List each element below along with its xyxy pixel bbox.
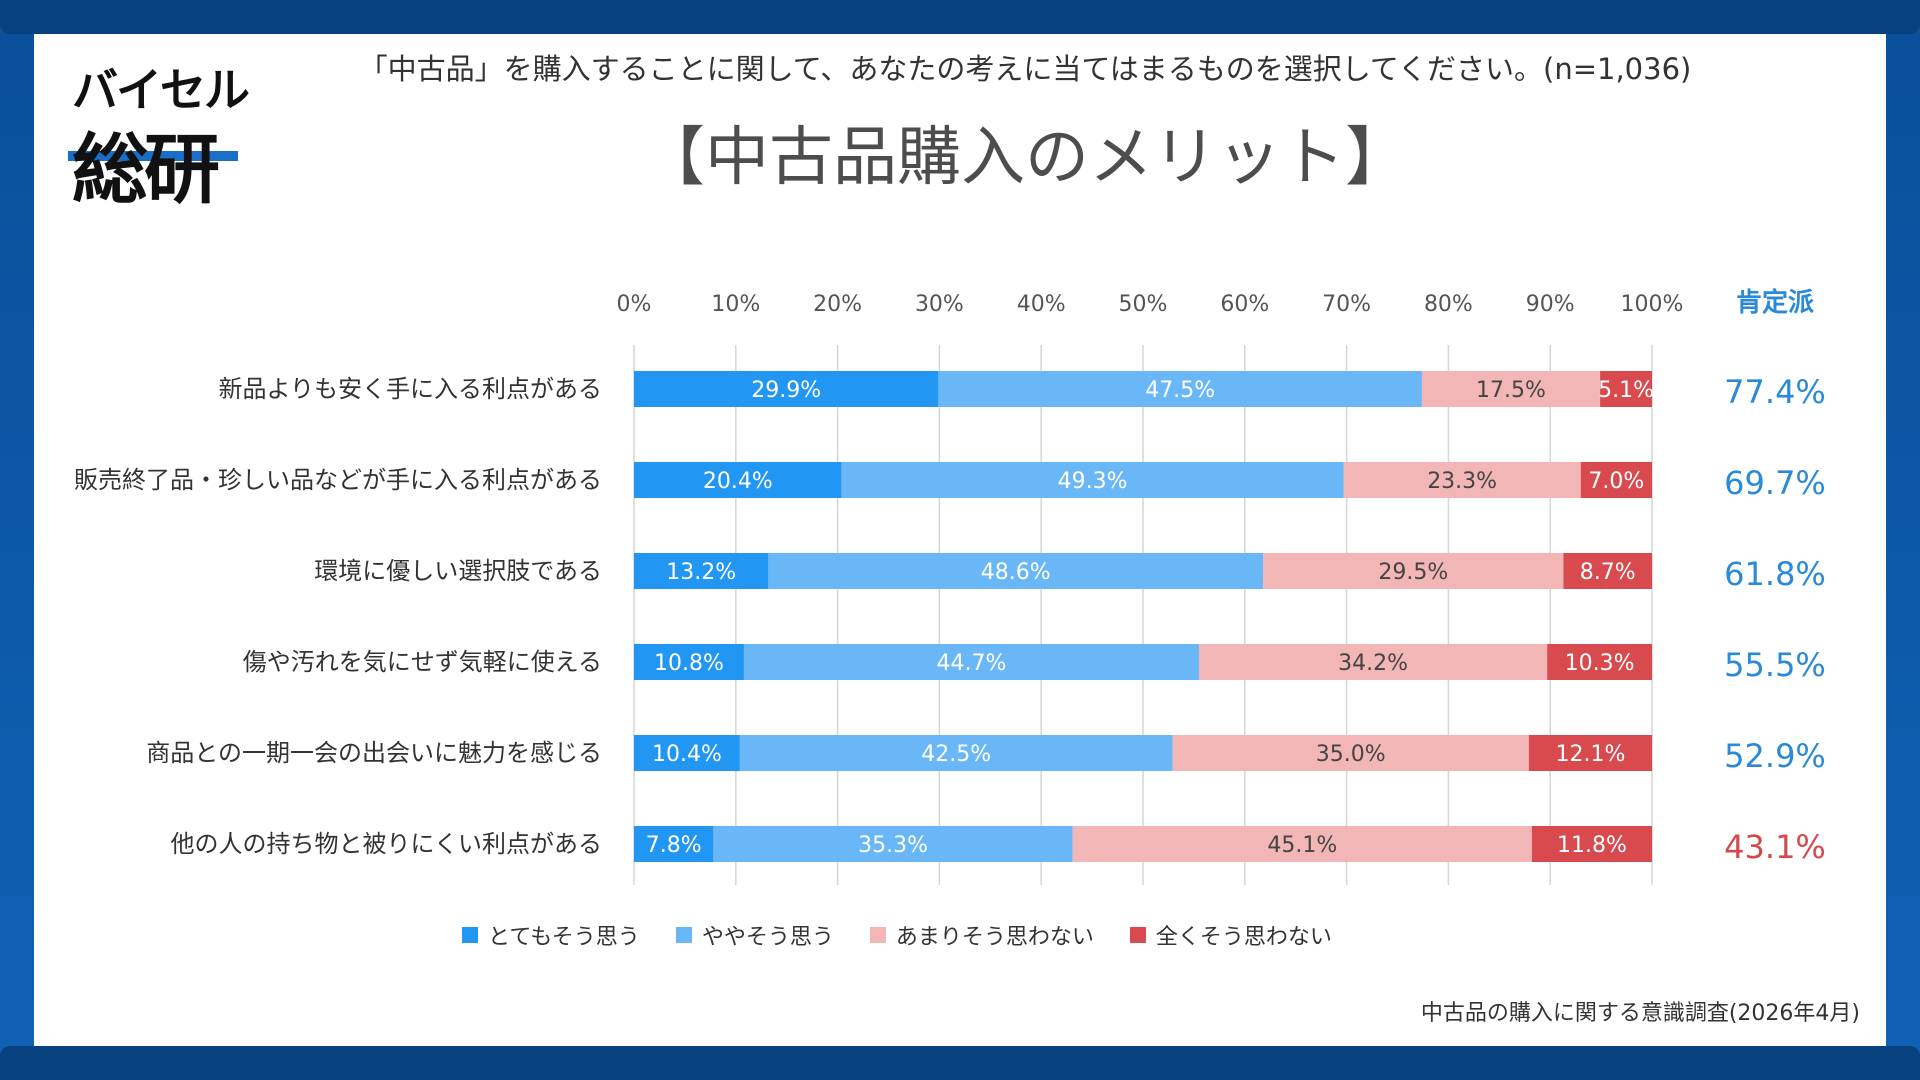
bar-segment	[634, 644, 744, 680]
category-label: 他の人の持ち物と被りにくい利点がある	[170, 830, 602, 858]
bar-segment	[1563, 553, 1652, 589]
legend-label-strongly-agree: とてもそう思う	[488, 925, 640, 950]
bar-value-label: 34.2%	[1338, 651, 1408, 676]
bar-value-label: 23.3%	[1427, 469, 1497, 494]
positive-value: 69.7%	[1724, 464, 1826, 502]
bar-value-label: 29.5%	[1378, 560, 1448, 585]
logo-stripe	[68, 151, 238, 161]
bar-value-label: 44.7%	[937, 651, 1007, 676]
logo-line1: バイセル	[72, 63, 250, 117]
bar-value-label: 49.3%	[1058, 469, 1128, 494]
bar-segment	[841, 462, 1344, 498]
bar-segment	[743, 644, 1199, 680]
bar-segment	[634, 826, 714, 862]
bar-segment	[634, 462, 842, 498]
positive-header: 肯定派	[1736, 287, 1814, 318]
bar-segment	[1421, 371, 1601, 407]
logo-line2: 総研	[72, 125, 220, 214]
bar-value-label: 7.8%	[646, 833, 702, 858]
category-label: 新品よりも安く手に入る利点がある	[218, 375, 602, 403]
legend-swatch-strongly-agree	[462, 927, 478, 943]
bar-value-label: 42.5%	[921, 742, 991, 767]
bar-value-label: 10.4%	[652, 742, 722, 767]
bar-segment	[1547, 644, 1652, 680]
bar-value-label: 7.0%	[1588, 469, 1644, 494]
category-label: 販売終了品・珍しい品などが手に入る利点がある	[74, 466, 602, 494]
x-tick-label: 50%	[1119, 292, 1168, 317]
category-label: 商品との一期一会の出会いに魅力を感じる	[146, 739, 602, 767]
bar-value-label: 29.9%	[751, 378, 821, 403]
x-tick-label: 30%	[915, 292, 964, 317]
positive-value: 52.9%	[1724, 737, 1826, 775]
bar-segment	[1580, 462, 1652, 498]
x-tick-label: 100%	[1621, 292, 1684, 317]
source-note: 中古品の購入に関する意識調査(2026年4月)	[1420, 1001, 1860, 1026]
category-label: 傷や汚れを気にせず気軽に使える	[243, 648, 602, 676]
bar-segment	[1172, 735, 1529, 771]
bar-segment	[1600, 371, 1652, 407]
bar-value-label: 47.5%	[1145, 378, 1215, 403]
positive-value: 77.4%	[1724, 373, 1826, 411]
bar-value-label: 20.4%	[703, 469, 773, 494]
legend-item-somewhat-disagree: あまりそう思わない	[869, 919, 1094, 951]
bar-segment	[634, 735, 740, 771]
bar-segment	[634, 371, 939, 407]
frame-top-bar	[0, 0, 1920, 34]
bar-value-label: 17.5%	[1476, 378, 1546, 403]
positive-value: 55.5%	[1724, 646, 1826, 684]
content-panel	[34, 34, 1886, 1046]
legend-label-somewhat-disagree: あまりそう思わない	[895, 925, 1094, 950]
bar-value-label: 8.7%	[1580, 560, 1636, 585]
bar-value-label: 10.3%	[1565, 651, 1635, 676]
bar-segment	[768, 553, 1264, 589]
bar-segment	[1198, 644, 1548, 680]
legend-swatch-strongly-disagree	[1129, 927, 1146, 943]
bar-segment	[1528, 735, 1652, 771]
x-tick-label: 90%	[1526, 292, 1575, 317]
bar-value-label: 11.8%	[1557, 833, 1627, 858]
bar-value-label: 13.2%	[666, 560, 736, 585]
bar-value-label: 5.1%	[1598, 378, 1654, 403]
legend-label-strongly-disagree: 全くそう思わない	[1155, 925, 1332, 950]
legend-item-somewhat-agree: ややそう思う	[675, 919, 834, 951]
bar-value-label: 10.8%	[654, 651, 724, 676]
legend: とてもそう思う ややそう思う あまりそう思わない 全くそう思わない	[462, 918, 1332, 952]
bar-value-label: 48.6%	[981, 560, 1051, 585]
x-tick-label: 70%	[1322, 292, 1371, 317]
legend-swatch-somewhat-agree	[675, 927, 692, 943]
bar-segment	[634, 553, 769, 589]
x-tick-label: 80%	[1424, 292, 1473, 317]
bar-segment	[1343, 462, 1581, 498]
legend-item-strongly-disagree: 全くそう思わない	[1129, 919, 1332, 951]
bar-segment	[1263, 553, 1564, 589]
bar-value-label: 12.1%	[1555, 742, 1625, 767]
bar-value-label: 35.3%	[858, 833, 928, 858]
x-tick-label: 40%	[1017, 292, 1066, 317]
logo: バイセル 総研	[68, 54, 262, 214]
bar-segment	[1531, 826, 1652, 862]
positive-value: 61.8%	[1724, 555, 1826, 593]
bar-value-label: 45.1%	[1267, 833, 1337, 858]
positive-value: 43.1%	[1724, 828, 1826, 866]
bar-segment	[713, 826, 1073, 862]
bar-segment	[938, 371, 1422, 407]
x-tick-label: 60%	[1220, 292, 1269, 317]
bar-value-label: 35.0%	[1316, 742, 1386, 767]
chart-title: 【中古品購入のメリット】	[641, 121, 1409, 195]
x-tick-label: 10%	[711, 292, 760, 317]
bar-segment	[1072, 826, 1532, 862]
legend-label-somewhat-agree: ややそう思う	[701, 925, 834, 950]
x-tick-label: 0%	[617, 292, 652, 317]
legend-swatch-somewhat-disagree	[869, 927, 886, 943]
category-label: 環境に優しい選択肢である	[314, 557, 602, 585]
legend-item-strongly-agree: とてもそう思う	[462, 919, 640, 951]
survey-question: 「中古品」を購入することに関して、あなたの考えに当てはまるものを選択してください…	[358, 52, 1692, 86]
bar-segment	[739, 735, 1173, 771]
frame-bottom-bar	[0, 1046, 1920, 1080]
x-tick-label: 20%	[813, 292, 862, 317]
